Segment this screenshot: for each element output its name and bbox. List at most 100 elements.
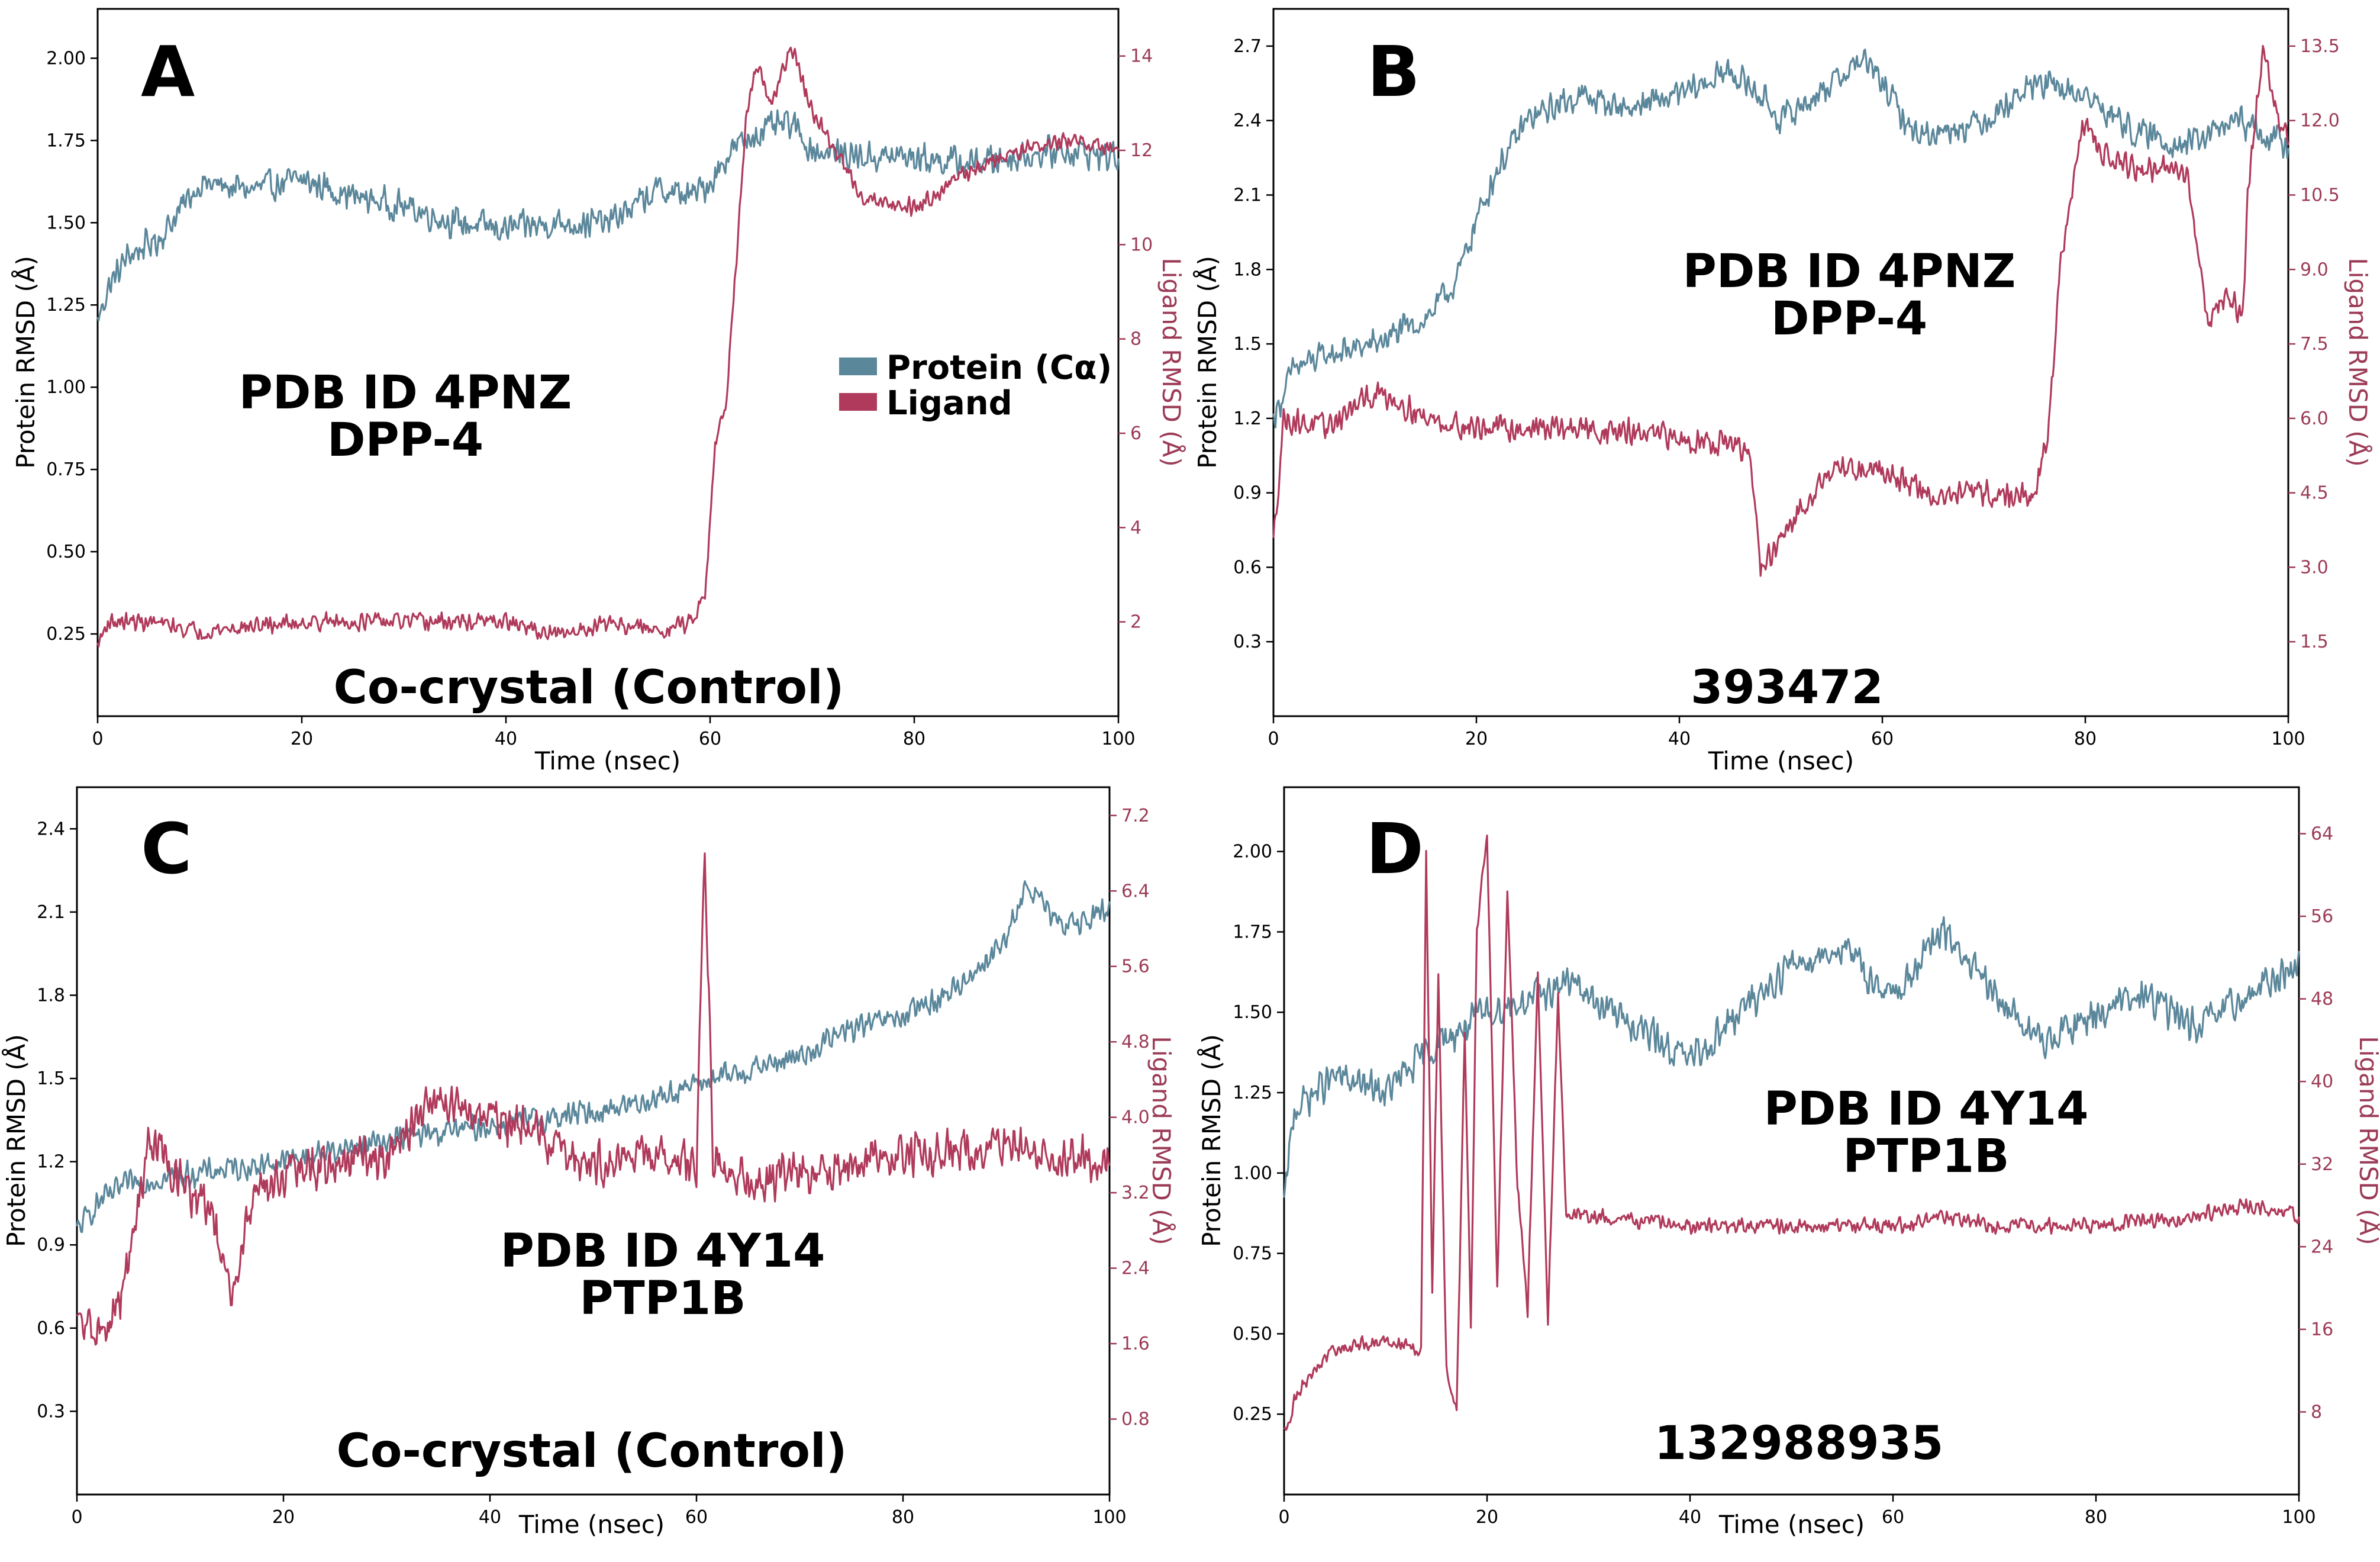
panel-b-xtick-label: 80 — [2074, 729, 2097, 749]
panel-d-compound-label: 132988935 — [1655, 1417, 1943, 1470]
panel-a-ytick-right-label: 10 — [1130, 234, 1153, 255]
panel-c-compound-label: Co-crystal (Control) — [337, 1425, 847, 1478]
panel-a-ylabel-left: Protein RMSD (Å) — [11, 256, 40, 469]
panel-a-ylabel-right: Ligand RMSD (Å) — [1157, 257, 1186, 466]
panel-b-ytick-left-label: 2.4 — [1233, 111, 1262, 131]
panel-a-series — [96, 46, 1120, 648]
panel-d: 0 20 40 60 80 100 0.25 0.50 0.75 1.00 1.25 1.50 1.75… — [1197, 786, 2380, 1539]
panel-c-ligand-line — [76, 852, 1111, 1346]
panel-b-ytick-right-label: 7.5 — [2300, 334, 2329, 355]
panel-b: 0 20 40 60 80 100 0.3 0.6 0.9 1.2 1.5 1.8 2.1 2.4 2.7 1… — [1192, 8, 2373, 775]
panel-d-xtick-label: 80 — [2085, 1507, 2107, 1528]
panel-b-ytick-left-label: 2.7 — [1233, 36, 1262, 57]
panel-a-ytick-right-label: 14 — [1130, 46, 1153, 67]
panel-a-xtick-label: 40 — [495, 729, 517, 749]
panel-c-ytick-right-label: 1.6 — [1121, 1334, 1150, 1354]
panel-c-xtick-label: 60 — [685, 1507, 708, 1528]
panel-c-ytick-left-label: 2.4 — [37, 819, 65, 839]
panel-a-ticks: 0 20 40 60 80 100 0.25 0.50 0.75 1.00 1.25 1.50 1.75… — [46, 46, 1153, 749]
legend-swatch-ligand — [839, 393, 877, 411]
panel-b-ytick-left-label: 2.1 — [1233, 185, 1262, 205]
panel-b-xtick-label: 40 — [1668, 729, 1691, 749]
panel-d-annotation-target: PTP1B — [1843, 1130, 2009, 1183]
panel-b-ytick-left-label: 1.5 — [1233, 334, 1262, 355]
panel-b-ytick-left-label: 0.9 — [1233, 483, 1262, 504]
panel-b-ytick-left-label: 1.2 — [1233, 408, 1262, 429]
panel-d-ytick-right-label: 24 — [2311, 1236, 2333, 1257]
panel-d-xlabel: Time (nsec) — [1718, 1510, 1865, 1539]
panel-c-ytick-right-label: 5.6 — [1121, 956, 1150, 977]
panel-b-compound-label: 393472 — [1691, 661, 1884, 714]
panel-b-protein-line — [1272, 49, 2289, 429]
panel-b-ytick-right-label: 1.5 — [2300, 632, 2329, 652]
panel-b-ytick-left-label: 0.6 — [1233, 557, 1262, 578]
panel-c-xtick-label: 20 — [272, 1507, 295, 1528]
panel-b-ytick-left-label: 1.8 — [1233, 259, 1262, 280]
panel-a-ytick-right-label: 12 — [1130, 140, 1153, 161]
panel-a-letter: A — [141, 31, 195, 112]
panel-d-xtick-label: 100 — [2282, 1507, 2315, 1528]
panel-a-ytick-left-label: 1.75 — [46, 130, 86, 151]
panel-d-ylabel-left: Protein RMSD (Å) — [1197, 1034, 1226, 1247]
panel-a-xlabel: Time (nsec) — [534, 746, 681, 775]
panel-c-ytick-right-label: 0.8 — [1121, 1409, 1150, 1430]
panel-d-ytick-right-label: 32 — [2311, 1154, 2333, 1175]
panel-c-ytick-right-label: 7.2 — [1121, 806, 1150, 826]
panel-d-ytick-right-label: 64 — [2311, 824, 2333, 845]
panel-b-annotation-title: PDB ID 4PNZ — [1683, 245, 2016, 298]
panel-d-letter: D — [1366, 808, 1424, 890]
panel-a: 0 20 40 60 80 100 0.25 0.50 0.75 1.00 1.25 1.50 1.75… — [11, 8, 1186, 775]
panel-c-ylabel-right: Ligand RMSD (Å) — [1147, 1036, 1176, 1245]
panel-a-ytick-left-label: 1.50 — [46, 212, 86, 233]
panel-c-xtick-label: 40 — [479, 1507, 501, 1528]
panel-b-xlabel: Time (nsec) — [1708, 746, 1854, 775]
panel-b-ticks: 0 20 40 60 80 100 0.3 0.6 0.9 1.2 1.5 1.8 2.1 2.4 2.7 1… — [1233, 36, 2340, 749]
legend-swatch-protein — [839, 358, 877, 375]
panel-d-ytick-right-label: 8 — [2311, 1402, 2322, 1422]
panel-d-xtick-label: 20 — [1476, 1507, 1498, 1528]
panel-c-letter: C — [141, 808, 192, 890]
panel-c-ytick-right-label: 3.2 — [1121, 1183, 1150, 1203]
panel-c-xtick-label: 0 — [71, 1507, 82, 1528]
panel-a-xtick-label: 0 — [92, 729, 103, 749]
panel-a-ytick-left-label: 2.00 — [46, 48, 86, 69]
panel-a-ytick-left-label: 0.50 — [46, 542, 86, 562]
panel-d-plot-frame — [1283, 786, 2300, 1496]
panel-a-ytick-right-label: 6 — [1130, 423, 1141, 444]
panel-c-series — [76, 852, 1111, 1346]
panel-a-xtick-label: 80 — [903, 729, 925, 749]
panel-b-ytick-right-label: 3.0 — [2300, 557, 2329, 578]
panel-a-xtick-label: 100 — [1101, 729, 1135, 749]
panel-c-annotation-title: PDB ID 4Y14 — [501, 1225, 825, 1278]
panel-b-ytick-right-label: 12.0 — [2300, 111, 2340, 131]
panel-c-ticks: 0 20 40 60 80 100 0.3 0.6 0.9 1.2 1.5 1.8 2.1 2.4 0.8 1… — [37, 806, 1149, 1528]
panel-a-ligand-line — [96, 46, 1120, 648]
panel-c-protein-line — [76, 880, 1111, 1234]
legend-label-ligand: Ligand — [886, 384, 1012, 423]
panel-c-ytick-left-label: 1.2 — [37, 1152, 65, 1173]
panel-d-ytick-left-label: 2.00 — [1233, 842, 1272, 862]
panel-a-ytick-right-label: 4 — [1130, 517, 1141, 538]
panel-b-ytick-right-label: 10.5 — [2300, 185, 2340, 205]
panel-c-xlabel: Time (nsec) — [518, 1510, 665, 1539]
panel-d-series — [1283, 835, 2300, 1431]
panel-d-xtick-label: 0 — [1278, 1507, 1289, 1528]
panel-d-ytick-left-label: 0.25 — [1233, 1404, 1272, 1425]
panel-b-ytick-right-label: 13.5 — [2300, 36, 2340, 57]
panel-c-ytick-left-label: 0.9 — [37, 1235, 65, 1255]
panel-b-ylabel-right: Ligand RMSD (Å) — [2343, 257, 2373, 466]
panel-d-ytick-left-label: 1.50 — [1233, 1002, 1272, 1023]
panel-a-xtick-label: 60 — [699, 729, 721, 749]
panel-b-plot-frame — [1272, 8, 2289, 717]
panel-a-ytick-right-label: 2 — [1130, 612, 1141, 633]
panel-b-xtick-label: 0 — [1268, 729, 1279, 749]
panel-a-ytick-left-label: 0.25 — [46, 624, 86, 645]
panel-b-series — [1272, 44, 2289, 577]
panel-d-ytick-left-label: 1.00 — [1233, 1163, 1272, 1184]
panel-c: 0 20 40 60 80 100 0.3 0.6 0.9 1.2 1.5 1.8 2.1 2.4 0.8 1… — [1, 786, 1176, 1539]
panel-a-ytick-left-label: 0.75 — [46, 459, 86, 480]
panel-d-ytick-right-label: 16 — [2311, 1319, 2333, 1340]
panel-c-plot-frame — [76, 786, 1111, 1496]
panel-c-annotation-target: PTP1B — [579, 1272, 746, 1325]
panel-d-ytick-left-label: 0.50 — [1233, 1323, 1272, 1344]
